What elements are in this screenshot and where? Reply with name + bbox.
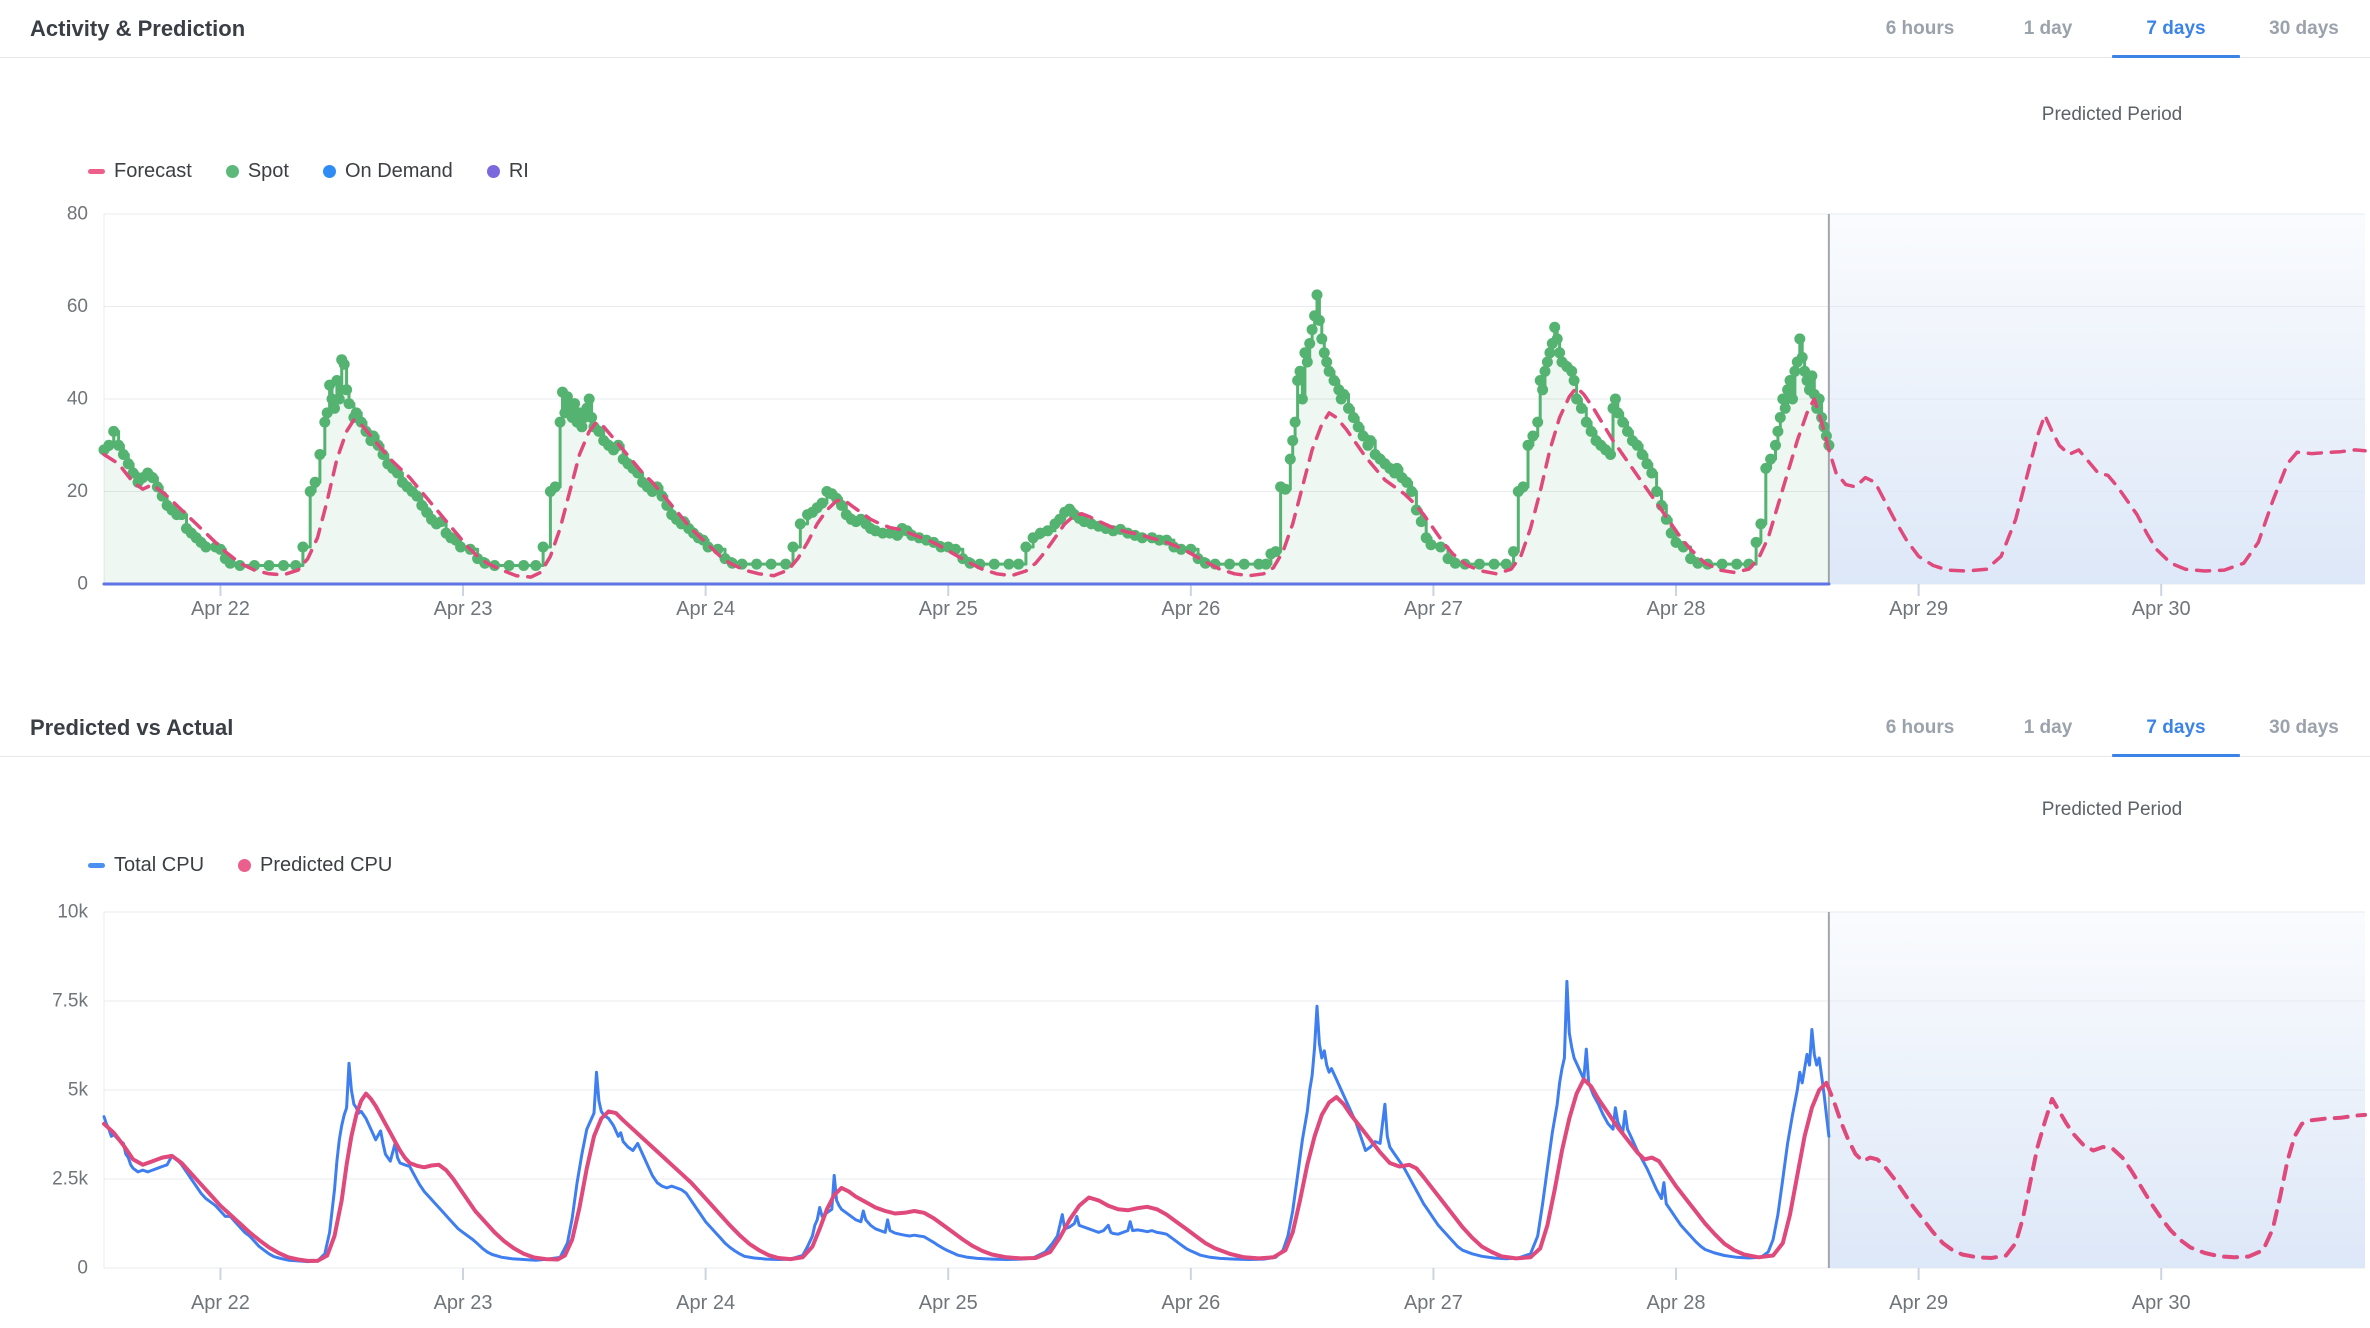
legend-item-spot[interactable]: Spot (225, 159, 289, 183)
svg-text:Apr 22: Apr 22 (191, 1292, 250, 1314)
tab-6-hours[interactable]: 6 hours (1885, 717, 1955, 738)
legend-item-predicted-cpu[interactable]: Predicted CPU (238, 854, 392, 877)
tab-7-days[interactable]: 7 days (2112, 699, 2240, 757)
page-title-predicted-vs-actual: Predicted vs Actual (30, 715, 234, 740)
svg-text:0: 0 (77, 1258, 88, 1279)
svg-text:Apr 23: Apr 23 (434, 598, 493, 620)
predicted-vs-actual-header: Predicted vs Actual 6 hours 1 day 7 days… (0, 699, 2370, 757)
on-demand-dot-icon (322, 164, 336, 178)
predicted-period-label: Predicted Period (2041, 104, 2183, 125)
svg-text:Apr 24: Apr 24 (676, 598, 735, 620)
svg-text:Apr 26: Apr 26 (1161, 1292, 1220, 1314)
predicted-vs-actual-chart[interactable]: 0 2.5k 5k 7.5k 10k Apr 22 Apr 23 Apr 24 Apr 25 Ap… (0, 878, 2370, 1328)
svg-text:Apr 27: Apr 27 (1404, 1292, 1463, 1314)
svg-text:Apr 26: Apr 26 (1161, 598, 1220, 620)
tab-30-days[interactable]: 30 days (2269, 717, 2339, 738)
svg-text:Apr 24: Apr 24 (676, 1292, 735, 1314)
legend-label: Spot (247, 159, 289, 182)
spot-dot-icon (225, 164, 239, 178)
predicted-period-label: Predicted Period (2041, 799, 2183, 820)
ri-dot-icon (486, 164, 500, 178)
svg-text:Apr 30: Apr 30 (2132, 598, 2191, 620)
svg-text:5k: 5k (68, 1080, 89, 1101)
page-title-activity-prediction: Activity & Prediction (30, 16, 246, 41)
svg-text:10k: 10k (57, 902, 88, 923)
legend-label: Forecast (114, 159, 192, 182)
svg-text:Apr 25: Apr 25 (919, 1292, 978, 1314)
tab-30-days[interactable]: 30 days (2269, 18, 2339, 39)
svg-text:40: 40 (67, 389, 88, 410)
legend-item-total-cpu[interactable]: Total CPU (88, 854, 204, 877)
legend-item-ri[interactable]: RI (486, 159, 529, 183)
tab-6-hours[interactable]: 6 hours (1885, 18, 1955, 39)
tab-1-day[interactable]: 1 day (2023, 717, 2073, 738)
svg-text:Apr 25: Apr 25 (919, 598, 978, 620)
svg-text:Apr 22: Apr 22 (191, 598, 250, 620)
svg-text:Apr 28: Apr 28 (1647, 1292, 1706, 1314)
predicted-cpu-dot-icon (238, 858, 252, 872)
svg-text:20: 20 (67, 481, 88, 502)
svg-text:0: 0 (77, 574, 88, 595)
time-range-tabs-predicted: 6 hours 1 day 7 days 30 days (1856, 699, 2368, 757)
total-cpu-dash-icon (88, 862, 105, 868)
legend-activity: Forecast Spot On Demand RI (88, 158, 529, 184)
tab-1-day[interactable]: 1 day (2023, 18, 2073, 39)
svg-text:Apr 28: Apr 28 (1647, 598, 1706, 620)
legend-label: RI (508, 159, 529, 182)
activity-prediction-chart[interactable]: 0 20 40 60 80 Apr 22 Apr 23 Apr 24 Apr 25 Apr 26 A… (0, 200, 2370, 642)
svg-text:80: 80 (67, 204, 88, 225)
legend-label: On Demand (344, 159, 453, 182)
legend-label: Total CPU (114, 853, 205, 876)
svg-text:Apr 29: Apr 29 (1889, 1292, 1948, 1314)
legend-cpu: Total CPU Predicted CPU (88, 852, 392, 878)
time-range-tabs-activity: 6 hours 1 day 7 days 30 days (1856, 0, 2368, 58)
forecast-dash-icon (88, 168, 105, 174)
activity-prediction-header: Activity & Prediction 6 hours 1 day 7 da… (0, 0, 2370, 58)
svg-text:Apr 23: Apr 23 (434, 1292, 493, 1314)
svg-text:Apr 29: Apr 29 (1889, 598, 1948, 620)
legend-item-on-demand[interactable]: On Demand (322, 159, 453, 183)
svg-text:7.5k: 7.5k (52, 991, 88, 1012)
svg-text:2.5k: 2.5k (52, 1169, 88, 1190)
legend-label: Predicted CPU (260, 853, 393, 876)
svg-text:Apr 30: Apr 30 (2132, 1292, 2191, 1314)
svg-text:Apr 27: Apr 27 (1404, 598, 1463, 620)
svg-text:60: 60 (67, 296, 88, 317)
legend-item-forecast[interactable]: Forecast (88, 160, 192, 183)
tab-7-days[interactable]: 7 days (2112, 0, 2240, 58)
